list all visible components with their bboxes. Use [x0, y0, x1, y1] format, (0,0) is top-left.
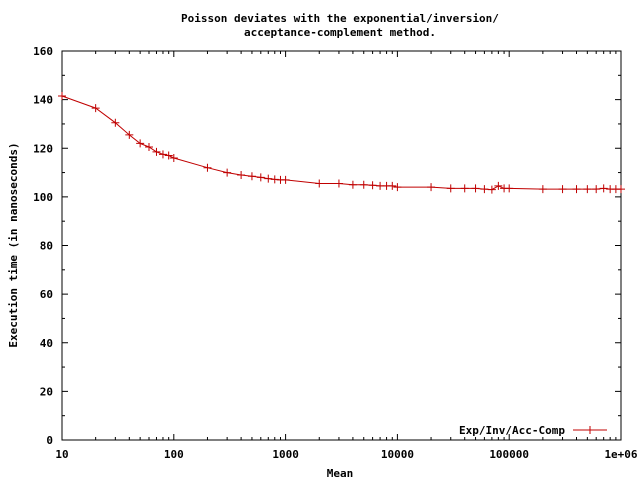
y-tick-label: 60: [40, 288, 53, 301]
data-point: [583, 185, 592, 194]
data-point: [359, 180, 368, 189]
chart-subtitle: acceptance-complement method.: [244, 26, 436, 39]
legend-marker: [586, 426, 594, 434]
data-point: [393, 183, 402, 192]
legend-label: Exp/Inv/Acc-Comp: [459, 424, 565, 437]
data-point: [592, 185, 601, 194]
y-tick-label: 120: [33, 142, 53, 155]
data-point: [538, 185, 547, 194]
x-tick-label: 10000: [381, 448, 414, 461]
legend: Exp/Inv/Acc-Comp: [459, 424, 607, 437]
data-point: [281, 175, 290, 184]
data-point: [136, 139, 145, 148]
x-tick-label: 100000: [489, 448, 529, 461]
plot-frame: [61, 50, 622, 441]
y-axis: 0 20 40 60 80 100 120 140 160: [33, 45, 621, 447]
y-axis-label: Execution time (in nanoseconds): [7, 142, 20, 347]
data-point: [388, 181, 397, 190]
data-point: [505, 184, 514, 193]
series-line: [61, 95, 621, 191]
data-point: [223, 168, 232, 177]
data-point: [558, 185, 567, 194]
data-point: [599, 184, 608, 193]
data-point: [58, 91, 66, 100]
data-point: [125, 130, 134, 139]
x-tick-label: 1e+06: [604, 448, 637, 461]
data-point: [480, 185, 489, 194]
y-tick-label: 20: [40, 385, 53, 398]
y-tick-label: 160: [33, 45, 53, 58]
y-tick-label: 140: [33, 94, 53, 107]
data-point: [427, 183, 436, 192]
data-point: [334, 179, 343, 188]
data-point: [91, 104, 100, 113]
x-tick-label: 100: [164, 448, 184, 461]
chart-title: Poisson deviates with the exponential/in…: [181, 12, 499, 25]
data-point: [368, 181, 377, 190]
data-point: [494, 181, 503, 190]
series-layer: [58, 91, 625, 194]
data-point: [446, 184, 455, 193]
data-point: [256, 173, 265, 182]
data-point: [264, 174, 273, 183]
data-point: [203, 163, 212, 172]
x-axis-label: Mean: [327, 467, 354, 480]
data-point: [487, 185, 496, 194]
data-point: [471, 184, 480, 193]
legend-marker-cross: [586, 426, 594, 434]
y-tick-label: 80: [40, 240, 53, 253]
data-point: [111, 118, 120, 127]
data-point: [237, 170, 246, 179]
x-tick-label: 10: [55, 448, 68, 461]
data-point: [617, 185, 625, 194]
data-point: [348, 180, 357, 189]
x-tick-label: 1000: [272, 448, 299, 461]
data-point: [158, 150, 167, 159]
x-axis: 10 100 1000 10000 100000 1e+06: [55, 51, 638, 461]
data-point: [572, 185, 581, 194]
data-point: [152, 147, 161, 156]
y-tick-label: 0: [46, 434, 53, 447]
data-point: [247, 172, 256, 181]
y-tick-label: 100: [33, 191, 53, 204]
data-point: [315, 179, 324, 188]
data-point: [164, 151, 173, 160]
data-point: [169, 153, 178, 162]
y-tick-label: 40: [40, 337, 53, 350]
data-point: [460, 184, 469, 193]
data-point: [144, 143, 153, 152]
